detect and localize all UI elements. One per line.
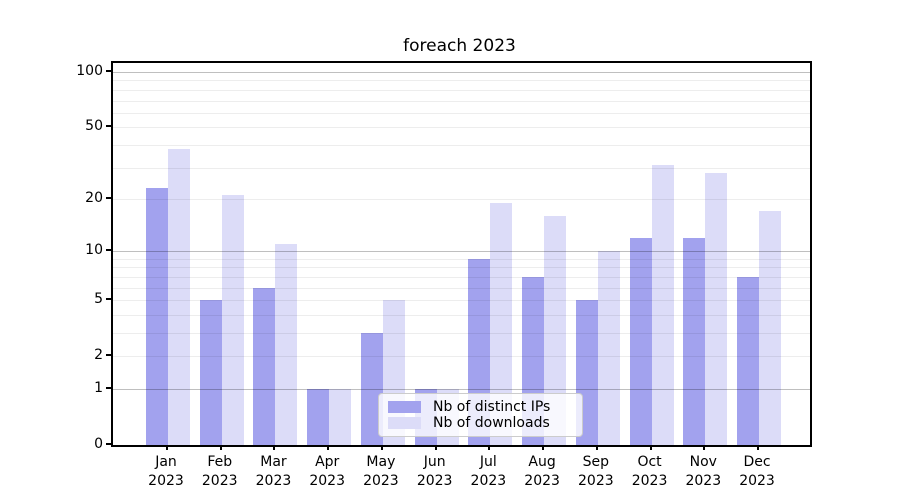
bar-dec-distinct-ips	[737, 276, 760, 445]
bar-jan-distinct-ips	[146, 188, 168, 445]
bar-dec-downloads	[759, 211, 782, 445]
minor-gridline	[113, 198, 810, 200]
y-tick-mark	[106, 196, 111, 199]
x-tick-mark	[488, 445, 491, 450]
minor-gridline	[113, 144, 810, 146]
bar-mar-distinct-ips	[253, 287, 276, 445]
legend-label-distinct-ips: Nb of distinct IPs	[433, 399, 551, 415]
x-tick-label-aug: Aug 2023	[524, 454, 560, 489]
y-tick-mark	[106, 443, 111, 445]
legend-label-downloads: Nb of downloads	[433, 415, 550, 431]
legend-item-distinct-ips: Nb of distinct IPs	[388, 399, 572, 415]
bar-oct-distinct-ips	[629, 237, 652, 445]
minor-gridline	[113, 332, 810, 334]
grid-layer	[113, 63, 810, 445]
minor-gridline	[113, 89, 810, 91]
chart-title: foreach 2023	[403, 36, 516, 56]
y-tick-label: 0	[94, 436, 103, 452]
y-tick-mark	[106, 70, 111, 73]
bar-jan-downloads	[168, 148, 190, 445]
x-tick-mark	[327, 445, 330, 450]
minor-gridline	[113, 100, 810, 102]
x-tick-label-nov: Nov 2023	[685, 454, 722, 489]
y-tick-mark	[106, 125, 111, 128]
minor-gridline	[113, 267, 810, 269]
legend-swatch-downloads	[388, 417, 421, 429]
x-tick-mark	[434, 445, 437, 450]
y-tick-label: 1	[94, 379, 103, 396]
minor-gridline	[113, 356, 810, 358]
bar-nov-downloads	[705, 172, 728, 445]
minor-gridline	[113, 167, 810, 169]
x-tick-mark	[219, 445, 222, 450]
major-gridline	[113, 72, 810, 74]
x-tick-label-apr: Apr 2023	[309, 454, 346, 489]
minor-gridline	[113, 112, 810, 114]
x-tick-label-may: May 2023	[363, 454, 399, 489]
minor-gridline	[113, 276, 810, 278]
x-tick-mark	[703, 445, 706, 450]
minor-gridline	[113, 300, 810, 302]
bar-nov-distinct-ips	[683, 237, 706, 445]
x-tick-label-feb: Feb 2023	[201, 454, 238, 489]
major-gridline	[113, 388, 810, 390]
bar-mar-downloads	[275, 244, 298, 445]
legend-item-downloads: Nb of downloads	[388, 415, 572, 431]
bar-may-distinct-ips	[360, 332, 383, 445]
x-tick-mark	[757, 445, 760, 450]
bar-jul-downloads	[490, 202, 513, 445]
minor-gridline	[113, 258, 810, 260]
y-tick-label: 50	[85, 118, 103, 135]
x-tick-mark	[380, 445, 383, 450]
x-tick-label-jun: Jun 2023	[416, 454, 453, 489]
y-tick-mark	[106, 298, 111, 301]
minor-gridline	[113, 287, 810, 289]
x-tick-label-sep: Sep 2023	[578, 454, 614, 489]
plot-area	[111, 61, 812, 447]
y-tick-mark	[106, 354, 111, 357]
x-tick-label-jan: Jan 2023	[148, 454, 184, 489]
x-tick-label-jul: Jul 2023	[470, 454, 507, 489]
x-tick-mark	[595, 445, 598, 450]
y-tick-label: 10	[85, 242, 103, 259]
y-tick-mark	[106, 386, 111, 389]
bar-apr-downloads	[329, 389, 352, 445]
minor-gridline	[113, 80, 810, 82]
y-tick-label: 5	[94, 291, 103, 308]
legend-swatch-distinct-ips	[388, 401, 421, 413]
y-tick-label: 20	[85, 189, 103, 206]
x-tick-mark	[542, 445, 545, 450]
bar-oct-downloads	[651, 164, 674, 445]
legend: Nb of distinct IPs Nb of downloads	[378, 393, 583, 437]
y-tick-mark	[106, 249, 111, 252]
x-tick-mark	[166, 445, 168, 450]
y-tick-label: 100	[76, 63, 103, 80]
x-tick-mark	[273, 445, 276, 450]
bar-apr-distinct-ips	[307, 389, 330, 445]
x-tick-label-oct: Oct 2023	[631, 454, 668, 489]
major-gridline	[113, 251, 810, 253]
bar-feb-downloads	[221, 195, 244, 445]
x-tick-label-dec: Dec 2023	[739, 454, 775, 489]
bar-sep-downloads	[597, 251, 620, 445]
bar-aug-downloads	[544, 216, 567, 445]
minor-gridline	[113, 314, 810, 316]
minor-gridline	[113, 127, 810, 129]
x-tick-label-mar: Mar 2023	[255, 454, 292, 489]
y-tick-label: 2	[94, 347, 103, 364]
x-tick-mark	[649, 445, 652, 450]
bar-feb-distinct-ips	[199, 300, 222, 445]
